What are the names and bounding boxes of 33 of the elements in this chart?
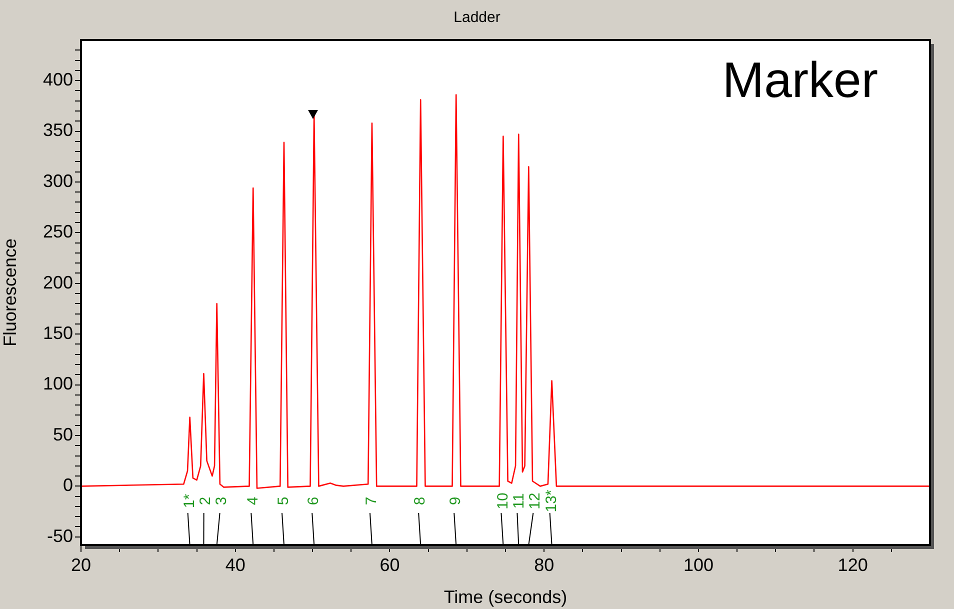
x-tick-label: 20 — [70, 554, 92, 575]
y-tick-label: 250 — [42, 222, 73, 242]
y-tick-label: 300 — [42, 170, 73, 191]
y-tick-label: 400 — [42, 70, 73, 90]
x-tick-label: 120 — [838, 554, 868, 575]
annotation: 3 — [212, 496, 230, 506]
y-tick-label: 100 — [42, 374, 73, 394]
annotation: 9 — [447, 496, 464, 506]
annotation: 11 — [510, 493, 528, 509]
y-tick-label: 350 — [42, 120, 73, 140]
x-tick-label: 80 — [534, 554, 554, 575]
annotation: 12 — [526, 492, 544, 510]
annotation: 6 — [305, 496, 322, 506]
annotation: 7 — [363, 496, 380, 506]
y-tick-label: 150 — [42, 323, 73, 344]
y-axis-title: Fluorescence — [0, 238, 20, 347]
y-tick-label: 200 — [42, 272, 73, 292]
x-tick-label: 60 — [380, 554, 400, 575]
annotation: 8 — [412, 496, 429, 506]
x-axis-title: Time (seconds) — [444, 587, 568, 608]
annotation: Marker — [722, 52, 878, 108]
annotation: 1* — [180, 494, 198, 508]
y-tick-label: 50 — [52, 424, 73, 444]
x-tick-label: 100 — [683, 554, 714, 575]
chart-title: Ladder — [454, 9, 500, 26]
annotation: 10 — [494, 492, 512, 510]
y-tick-label: -50 — [46, 526, 73, 546]
annotation: 4 — [244, 496, 262, 506]
annotation: 13* — [542, 490, 560, 512]
y-tick-label: 0 — [62, 475, 73, 496]
annotation: 2 — [196, 496, 214, 506]
annotation: 5 — [275, 496, 292, 506]
x-tick-label: 40 — [225, 554, 246, 575]
